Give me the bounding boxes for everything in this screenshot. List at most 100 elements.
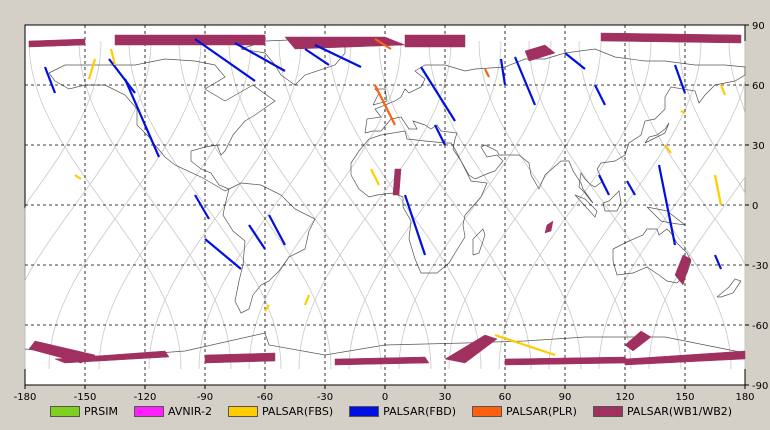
x-tick-label: 120 — [615, 392, 634, 403]
x-tick-label: 180 — [735, 392, 754, 403]
x-tick-label: -30 — [317, 392, 333, 403]
y-axis-ticks: 90 60 30 0 -30 -60 -90 — [745, 21, 768, 392]
x-tick-label: 150 — [675, 392, 694, 403]
x-tick-label: 90 — [559, 392, 572, 403]
strip-track — [304, 48, 330, 66]
y-tick-label: -90 — [752, 381, 768, 392]
grid-lines — [25, 25, 745, 385]
legend-label: PALSAR(FBS) — [261, 404, 334, 418]
wb-swath — [114, 34, 266, 46]
wb-swath — [624, 350, 746, 366]
x-tick-label: -120 — [134, 392, 157, 403]
strip-track — [194, 38, 256, 82]
x-tick-label: 0 — [382, 392, 388, 403]
legend: PRSIM AVNIR-2 PALSAR(FBS) PALSAR(FBD) PALSAR… — [50, 403, 748, 419]
wb-swath — [624, 330, 652, 352]
strip-track — [657, 164, 677, 246]
coastline — [612, 228, 692, 284]
strip-track — [264, 304, 270, 312]
wb-swath — [524, 44, 556, 62]
x-tick-label: -150 — [74, 392, 97, 403]
strip-track — [494, 333, 556, 357]
strip-track — [664, 144, 672, 154]
legend-swatch — [227, 405, 258, 417]
strip-track — [434, 124, 446, 146]
legend-swatch — [50, 405, 80, 417]
strip-track — [420, 66, 456, 122]
wb-swath — [204, 352, 276, 364]
strip-track — [87, 58, 97, 80]
strip-track — [109, 48, 117, 66]
strip-track — [680, 110, 686, 114]
strip-track — [403, 194, 427, 256]
wb-swath — [544, 220, 554, 234]
legend-label: AVNIR-2 — [168, 404, 212, 418]
strip-track — [234, 42, 286, 72]
legend-label: PALSAR(PLR) — [506, 404, 577, 418]
orbit-track — [348, 40, 502, 370]
strip-track — [513, 56, 537, 106]
legend-item: PALSAR(FBS) — [227, 404, 334, 418]
legend-item: PALSAR(WB1/WB2) — [592, 405, 732, 418]
strip-track — [594, 84, 606, 106]
orbit-track — [48, 40, 202, 370]
orbit-track — [648, 41, 746, 370]
legend-item: PALSAR(PLR) — [472, 405, 577, 418]
strip-track — [499, 58, 507, 86]
y-tick-label: -60 — [752, 321, 768, 332]
strip-track — [314, 44, 362, 68]
legend-swatch — [134, 405, 164, 417]
legend-label: PRSIM — [84, 404, 118, 418]
strip-track — [374, 38, 392, 50]
orbit-track — [528, 40, 682, 370]
strip-track — [564, 52, 586, 70]
y-tick-label: -30 — [752, 261, 768, 272]
coastline — [472, 228, 486, 256]
legend-swatch — [592, 405, 623, 417]
legend-swatch — [349, 405, 380, 417]
strip-track — [194, 194, 210, 220]
x-axis-ticks: -180 -150 -120 -90 -60 -30 0 30 60 90 120 150 180 — [14, 385, 755, 403]
coastline — [716, 278, 742, 298]
strip-track — [303, 294, 311, 306]
strip-track — [719, 84, 727, 96]
strip-track — [374, 84, 396, 126]
legend-swatch — [472, 405, 503, 417]
wb-swath — [404, 34, 466, 48]
strip-track — [268, 214, 286, 246]
y-tick-label: 60 — [752, 81, 765, 92]
coastline — [574, 194, 598, 218]
wb-swath — [28, 38, 86, 48]
strip-track — [74, 174, 82, 180]
orbit-track — [198, 40, 352, 370]
x-tick-label: -90 — [197, 392, 213, 403]
wb-swath — [334, 356, 430, 366]
acquisition-swaths — [28, 32, 746, 366]
strip-track — [123, 78, 161, 158]
x-tick-label: 60 — [499, 392, 512, 403]
strip-track — [713, 174, 723, 206]
legend-item: PALSAR(FBD) — [349, 405, 456, 418]
x-tick-label: 30 — [439, 392, 452, 403]
coastline — [644, 122, 670, 144]
orbit-track — [378, 40, 532, 370]
wb-swath — [444, 334, 498, 364]
y-tick-label: 90 — [752, 21, 765, 32]
strip-track — [713, 254, 723, 270]
legend-item: AVNIR-2 — [134, 405, 212, 418]
legend-label: PALSAR(FBD) — [383, 404, 457, 418]
orbit-track — [228, 40, 382, 370]
strip-track — [673, 64, 687, 94]
strip-track — [484, 68, 490, 78]
coastline — [350, 130, 488, 274]
wb-swath — [54, 350, 170, 364]
wb-swath — [392, 168, 402, 196]
x-tick-label: -180 — [14, 392, 37, 403]
strip-track — [204, 238, 242, 270]
wb-swath — [600, 32, 742, 44]
strip-track — [626, 180, 636, 196]
strip-track — [370, 168, 380, 186]
coastline — [48, 58, 276, 192]
legend-item: PRSIM — [50, 405, 118, 418]
